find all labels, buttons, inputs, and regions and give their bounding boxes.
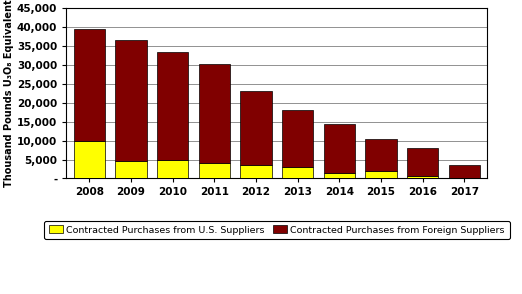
Bar: [199, 163, 230, 178]
Bar: [407, 148, 438, 176]
Bar: [407, 176, 438, 178]
Bar: [324, 173, 355, 178]
Bar: [448, 165, 480, 178]
Bar: [115, 161, 147, 178]
Bar: [199, 64, 230, 163]
Y-axis label: Thousand Pounds U₃O₈ Equivalent: Thousand Pounds U₃O₈ Equivalent: [4, 0, 14, 187]
Bar: [282, 167, 313, 178]
Bar: [74, 29, 105, 141]
Bar: [365, 171, 397, 178]
Bar: [157, 52, 188, 160]
Bar: [365, 139, 397, 171]
Bar: [74, 141, 105, 178]
Bar: [157, 160, 188, 178]
Bar: [115, 40, 147, 161]
Bar: [240, 91, 271, 165]
Legend: Contracted Purchases from U.S. Suppliers, Contracted Purchases from Foreign Supp: Contracted Purchases from U.S. Suppliers…: [44, 221, 509, 239]
Bar: [282, 110, 313, 167]
Bar: [240, 165, 271, 178]
Bar: [324, 124, 355, 173]
